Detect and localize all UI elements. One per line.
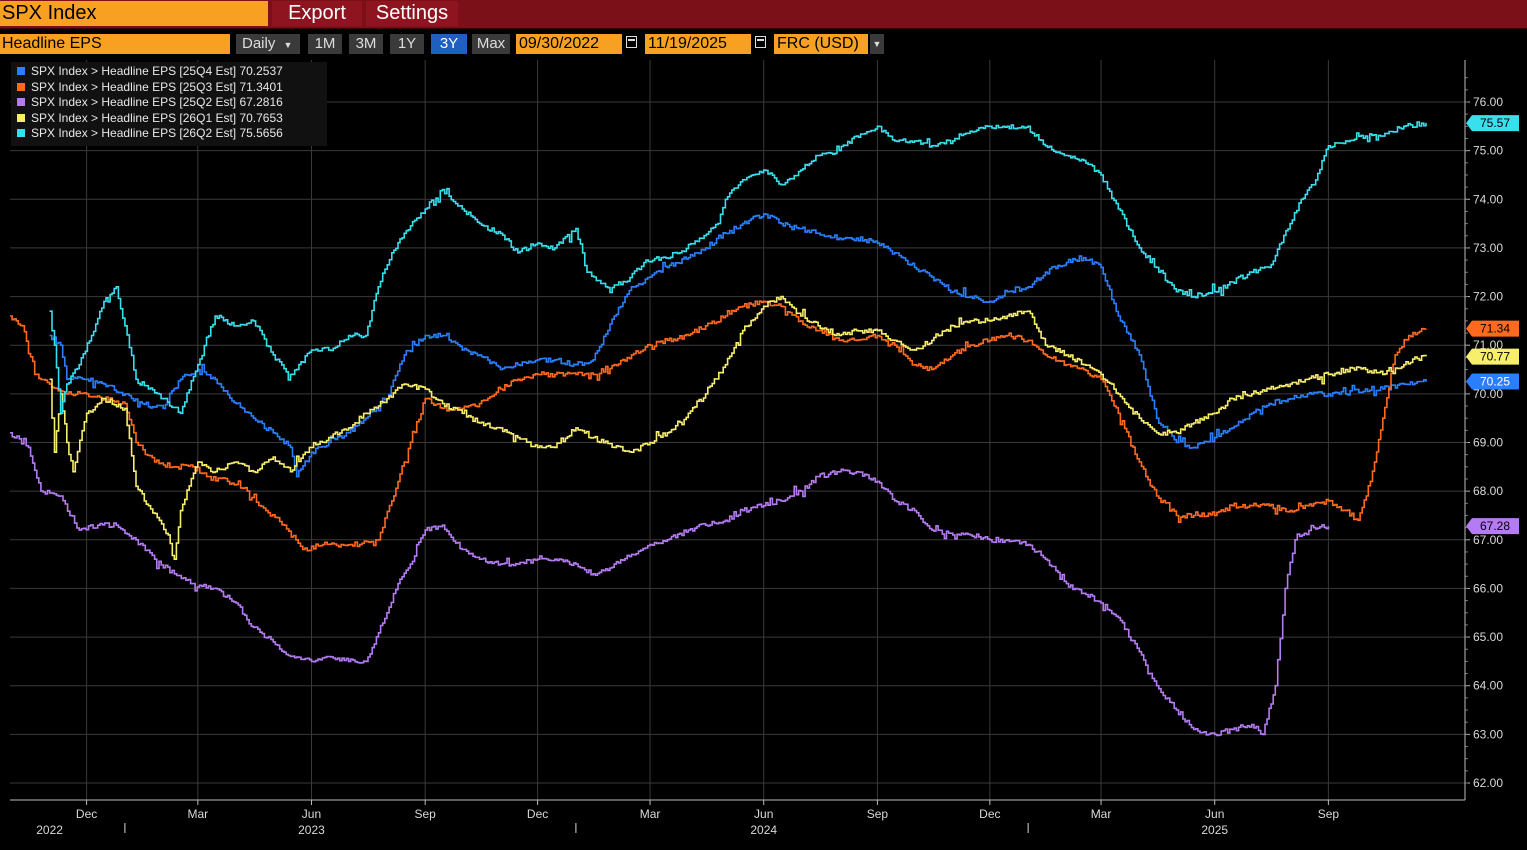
x-tick-label: Sep <box>1318 807 1340 821</box>
x-tick-label: Jun <box>1205 807 1224 821</box>
ticker-input[interactable]: SPX Index <box>0 1 268 26</box>
last-value-tag-text: 67.28 <box>1480 519 1510 533</box>
last-value-tag-text: 75.57 <box>1480 116 1510 130</box>
x-year-label: 2022 <box>36 823 63 837</box>
x-tick-label: Mar <box>640 807 661 821</box>
range-button-1y[interactable]: 1Y <box>390 34 424 54</box>
settings-button[interactable]: Settings <box>366 1 458 26</box>
last-value-tag: 71.34 <box>1466 320 1519 337</box>
series-line <box>49 295 1427 560</box>
x-year-label: 2025 <box>1201 823 1228 837</box>
chart-toolbar: Headline EPS Daily ▼ 1M 3M 1Y 3Y Max 09/… <box>0 32 1527 56</box>
last-value-tag-bg <box>1466 373 1519 390</box>
x-tick-label: Dec <box>527 807 548 821</box>
legend-label: SPX Index > Headline EPS [25Q4 Est] 70.2… <box>31 64 283 78</box>
x-tick-label: Sep <box>414 807 436 821</box>
legend-swatch <box>17 82 25 91</box>
y-tick-label: 68.00 <box>1473 484 1503 498</box>
legend-swatch <box>17 67 25 75</box>
line-chart: 62.00 63.00 64.00 65.00 66.00 67.00 68.00 69.00… <box>10 60 1519 837</box>
legend-label: SPX Index > Headline EPS [25Q3 Est] 71.3… <box>31 79 283 94</box>
x-tick-label: Sep <box>867 807 889 821</box>
chart-grid <box>10 60 1465 800</box>
x-tick-label: Jun <box>754 807 773 821</box>
last-value-tag-bg <box>1466 320 1519 337</box>
legend-swatch <box>17 129 25 138</box>
series-line <box>10 432 1330 737</box>
chart-axes: 62.00 63.00 64.00 65.00 66.00 67.00 68.00 69.00… <box>10 60 1503 837</box>
calendar-icon[interactable] <box>626 36 637 48</box>
legend-entry[interactable]: SPX Index > Headline EPS [26Q1 Est] 70.7… <box>17 111 327 127</box>
y-tick-label: 74.00 <box>1473 192 1503 206</box>
series-line <box>49 213 1427 478</box>
x-year-label: 2023 <box>298 823 325 837</box>
y-tick-label: 73.00 <box>1473 241 1503 255</box>
frequency-select[interactable]: Daily ▼ <box>236 34 300 54</box>
last-value-tag-text: 70.77 <box>1480 350 1510 364</box>
last-value-tag: 70.77 <box>1466 348 1519 365</box>
series-line <box>10 300 1427 552</box>
range-button-3m[interactable]: 3M <box>349 34 383 54</box>
frequency-value: Daily <box>242 35 276 52</box>
range-button-max[interactable]: Max <box>472 34 510 54</box>
y-tick-label: 75.00 <box>1473 144 1503 158</box>
y-tick-label: 72.00 <box>1473 290 1503 304</box>
y-tick-label: 70.00 <box>1473 387 1503 401</box>
legend-entry[interactable]: SPX Index > Headline EPS [26Q2 Est] 75.5… <box>17 126 327 142</box>
last-value-tag-text: 70.25 <box>1480 375 1510 389</box>
top-menu-bar: SPX Index Export Settings <box>0 0 1527 29</box>
x-tick-label: Mar <box>187 807 208 821</box>
range-button-1m[interactable]: 1M <box>308 34 342 54</box>
y-tick-label: 62.00 <box>1473 776 1503 790</box>
field-input[interactable]: Headline EPS <box>0 34 230 54</box>
chevron-down-icon: ▼ <box>283 40 293 50</box>
y-tick-label: 67.00 <box>1473 533 1503 547</box>
legend-swatch <box>17 113 25 122</box>
legend-label: SPX Index > Headline EPS [26Q2 Est] 75.5… <box>31 126 283 141</box>
last-value-tag: 75.57 <box>1466 115 1519 132</box>
chevron-down-icon[interactable]: ▼ <box>870 34 884 54</box>
y-tick-label: 65.00 <box>1473 630 1503 644</box>
last-value-tag: 70.25 <box>1466 373 1519 390</box>
x-tick-label: Mar <box>1091 807 1112 821</box>
chart-series <box>10 121 1427 737</box>
y-tick-label: 63.00 <box>1473 727 1503 741</box>
x-tick-label: Jun <box>302 807 321 821</box>
currency-select[interactable]: FRC (USD) <box>774 34 868 54</box>
x-tick-label: Dec <box>76 807 97 821</box>
x-year-label: 2024 <box>750 823 777 837</box>
end-date-input[interactable]: 11/19/2025 <box>645 34 751 54</box>
range-button-3y[interactable]: 3Y <box>431 34 467 54</box>
y-tick-label: 64.00 <box>1473 679 1503 693</box>
legend-swatch <box>17 98 25 107</box>
last-value-tag-text: 71.34 <box>1480 322 1510 336</box>
legend-label: SPX Index > Headline EPS [26Q1 Est] 70.7… <box>31 110 283 125</box>
chart-legend: SPX Index > Headline EPS [25Q4 Est] 70.2… <box>11 62 327 146</box>
last-value-tag-bg <box>1466 115 1519 132</box>
y-tick-label: 76.00 <box>1473 95 1503 109</box>
legend-entry[interactable]: SPX Index > Headline EPS [25Q2 Est] 67.2… <box>17 95 327 111</box>
legend-entry[interactable]: SPX Index > Headline EPS [25Q4 Est] 70.2… <box>17 64 327 80</box>
last-value-tag-bg <box>1466 348 1519 365</box>
x-tick-label: Dec <box>979 807 1000 821</box>
chart-last-value-labels: 70.25 71.34 67.28 70.77 75.57 <box>1466 115 1519 535</box>
last-value-tag-bg <box>1466 518 1519 535</box>
legend-label: SPX Index > Headline EPS [25Q2 Est] 67.2… <box>31 95 283 110</box>
series-line <box>49 121 1427 415</box>
legend-entry[interactable]: SPX Index > Headline EPS [25Q3 Est] 71.3… <box>17 80 327 96</box>
y-tick-label: 66.00 <box>1473 581 1503 595</box>
y-tick-label: 69.00 <box>1473 436 1503 450</box>
start-date-input[interactable]: 09/30/2022 <box>516 34 622 54</box>
calendar-icon[interactable] <box>755 36 766 48</box>
export-button[interactable]: Export <box>272 1 362 26</box>
last-value-tag: 67.28 <box>1466 518 1519 535</box>
